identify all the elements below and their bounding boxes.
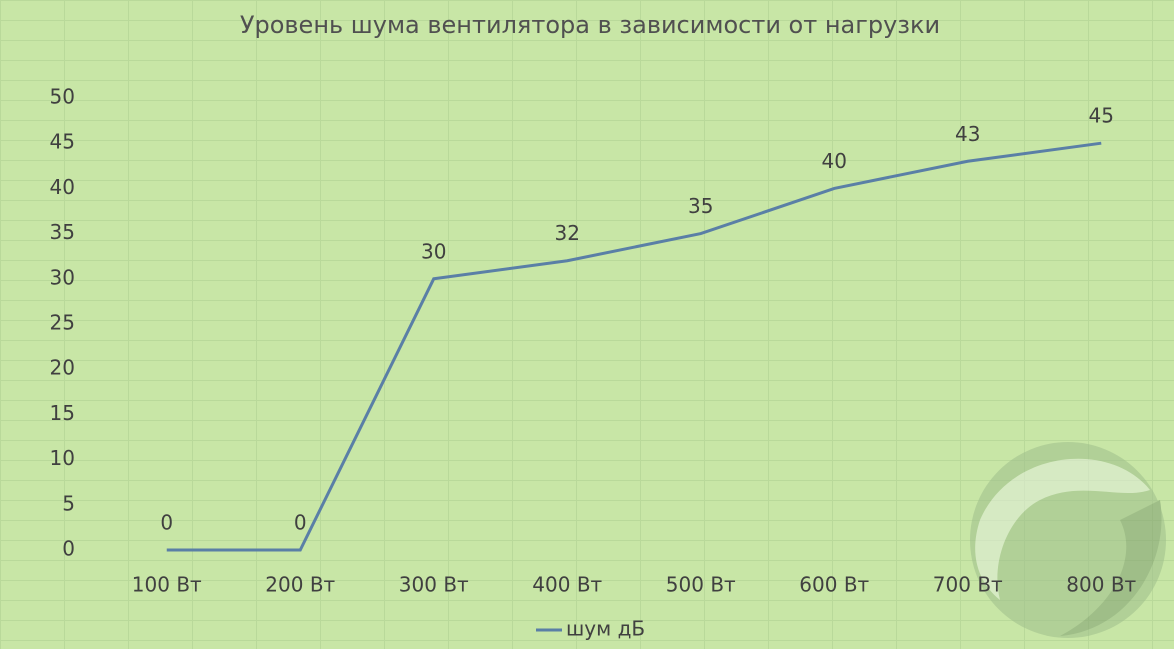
data-label: 32 — [555, 221, 580, 245]
y-tick-label: 25 — [50, 311, 75, 335]
x-tick-label: 600 Вт — [799, 573, 869, 597]
x-tick-label: 200 Вт — [265, 573, 335, 597]
chart-title: Уровень шума вентилятора в зависимости о… — [240, 11, 940, 39]
x-tick-label: 400 Вт — [532, 573, 602, 597]
y-tick-label: 10 — [50, 446, 75, 470]
data-label: 45 — [1089, 104, 1114, 128]
data-label: 0 — [160, 511, 173, 535]
y-tick-label: 35 — [50, 220, 75, 244]
y-tick-label: 50 — [50, 85, 75, 109]
x-tick-label: 800 Вт — [1066, 573, 1136, 597]
series-line — [166, 141, 1102, 552]
x-tick-label: 300 Вт — [399, 573, 469, 597]
x-tick-label: 500 Вт — [666, 573, 736, 597]
data-label: 30 — [421, 239, 446, 263]
y-tick-label: 40 — [50, 175, 75, 199]
y-tick-label: 45 — [50, 130, 75, 154]
data-label: 40 — [822, 149, 847, 173]
y-tick-label: 0 — [62, 537, 75, 561]
data-label: 35 — [688, 194, 713, 218]
y-tick-label: 15 — [50, 401, 75, 425]
legend-label: шум дБ — [566, 617, 645, 641]
y-tick-label: 5 — [62, 491, 75, 515]
x-tick-label: 700 Вт — [933, 573, 1003, 597]
watermark-logo — [970, 442, 1166, 638]
x-tick-label: 100 Вт — [132, 573, 202, 597]
y-tick-label: 30 — [50, 265, 75, 289]
y-tick-label: 20 — [50, 356, 75, 380]
data-label: 43 — [955, 122, 980, 146]
data-label: 0 — [294, 511, 307, 535]
